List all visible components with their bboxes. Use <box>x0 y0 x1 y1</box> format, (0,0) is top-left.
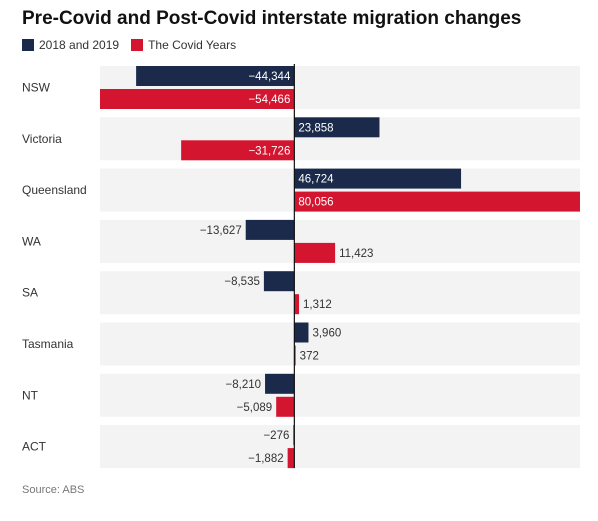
bar-pre-covid <box>294 322 309 343</box>
category-label: Queensland <box>22 183 87 197</box>
data-label: 23,858 <box>298 122 333 134</box>
bar-pre-covid <box>263 271 295 292</box>
data-label: −8,535 <box>224 276 260 288</box>
bar-covid-years <box>276 396 295 417</box>
bar-covid-years <box>100 89 295 109</box>
bar-pre-covid <box>265 373 295 394</box>
legend-label-pre: 2018 and 2019 <box>39 38 120 52</box>
bar-covid-years <box>294 345 296 366</box>
category-label: NSW <box>22 81 51 95</box>
category-label: SA <box>22 286 38 300</box>
data-label: −54,466 <box>248 94 290 106</box>
row-background <box>100 219 580 263</box>
legend-swatch-covid <box>131 39 144 51</box>
row-background <box>100 425 580 469</box>
data-label: 80,056 <box>298 197 333 209</box>
data-label: 1,312 <box>303 299 332 311</box>
category-label: NT <box>22 388 39 402</box>
data-label: −31,726 <box>248 145 290 157</box>
bar-covid-years <box>287 448 295 469</box>
category-label: Victoria <box>22 132 62 146</box>
data-label: −5,089 <box>237 402 273 414</box>
legend-swatch-pre <box>22 39 34 51</box>
legend-item-covid: The Covid Years <box>131 38 236 52</box>
data-label: −44,344 <box>248 71 290 83</box>
bar-covid-years <box>294 294 300 315</box>
data-label: 11,423 <box>339 248 373 260</box>
data-label: −13,627 <box>200 225 242 237</box>
row-background <box>100 322 580 366</box>
source-note: Source: ABS <box>22 484 85 496</box>
legend-item-pre: 2018 and 2019 <box>22 38 119 52</box>
category-label: ACT <box>22 440 47 454</box>
bar-pre-covid <box>136 66 295 86</box>
bar-covid-years <box>181 140 295 161</box>
bar-covid-years <box>294 191 580 212</box>
data-label: −1,882 <box>248 453 284 465</box>
legend: 2018 and 2019 The Covid Years <box>22 38 248 52</box>
legend-label-covid: The Covid Years <box>148 38 237 52</box>
bar-pre-covid <box>294 168 462 189</box>
bar-pre-covid <box>294 117 380 138</box>
data-label: 372 <box>300 351 319 363</box>
chart-title: Pre-Covid and Post-Covid interstate migr… <box>22 8 522 29</box>
category-label: WA <box>22 234 41 248</box>
row-background <box>100 271 580 315</box>
category-label: Tasmania <box>22 337 74 351</box>
data-label: 3,960 <box>312 328 341 340</box>
data-label: 46,724 <box>298 174 334 186</box>
row-background <box>100 373 580 417</box>
bar-pre-covid <box>245 219 295 240</box>
bar-covid-years <box>294 242 336 263</box>
data-label: −276 <box>263 430 289 442</box>
data-label: −8,210 <box>226 379 262 391</box>
